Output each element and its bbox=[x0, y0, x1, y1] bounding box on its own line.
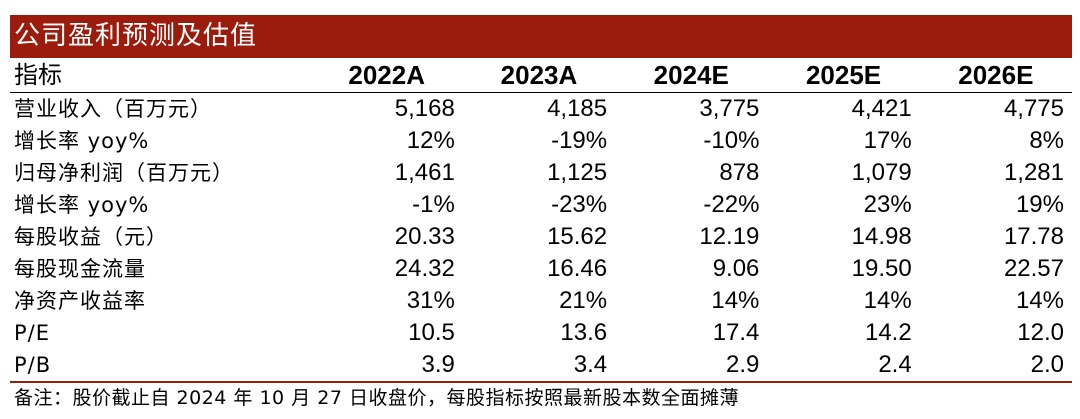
table-cell: 2.9 bbox=[615, 349, 768, 383]
table-cell: 20.33 bbox=[394, 223, 455, 250]
row-label: 增长率 yoy% bbox=[14, 129, 150, 153]
table-cell: 4,421 bbox=[851, 95, 912, 122]
header-row: 指标 2022A 2023A 2024E 2025E 2026E bbox=[10, 58, 1072, 93]
table-cell: 13.6 bbox=[560, 319, 608, 346]
table-cell: 19.50 bbox=[851, 255, 912, 282]
header-year: 2025E bbox=[767, 58, 920, 93]
forecast-table-block: 公司盈利预测及估值 指标 2022A 2023A 2024E 2025E 202… bbox=[10, 15, 1072, 413]
table-cell: 1,461 bbox=[394, 159, 455, 186]
table-cell: -1% bbox=[412, 191, 455, 218]
table-footnote: 备注：股价截止自 2024 年 10 月 27 日收盘价，每股指标按照最新股本数… bbox=[14, 387, 739, 409]
table-cell: 23% bbox=[863, 191, 912, 218]
table-cell: 14.98 bbox=[851, 223, 912, 250]
table-cell: 1,281 bbox=[1003, 159, 1064, 186]
table-cell: 3.9 bbox=[310, 349, 463, 383]
table-cell: 9.06 bbox=[712, 255, 760, 282]
table-cell: 16.46 bbox=[547, 255, 608, 282]
table-cell: 22.57 bbox=[1003, 255, 1064, 282]
row-label: P/B bbox=[10, 349, 311, 383]
table-cell: 12% bbox=[406, 127, 455, 154]
table-row: 归母净利润（百万元） 1,461 1,125 878 1,079 1,281 bbox=[10, 157, 1072, 189]
table-cell: 12.0 bbox=[1017, 319, 1064, 346]
header-year: 2026E bbox=[919, 58, 1072, 93]
table-cell: 2.4 bbox=[767, 349, 920, 383]
table-cell: 15.62 bbox=[547, 223, 608, 250]
table-cell: 19% bbox=[1015, 191, 1064, 218]
table-cell: 3,775 bbox=[699, 95, 760, 122]
row-label: 营业收入（百万元） bbox=[14, 97, 212, 121]
table-cell: 5,168 bbox=[394, 95, 455, 122]
table-title: 公司盈利预测及估值 bbox=[10, 15, 1072, 58]
table-cell: 4,185 bbox=[547, 95, 608, 122]
table-cell: 17% bbox=[863, 127, 912, 154]
table-cell: 24.32 bbox=[394, 255, 455, 282]
table-row: 增长率 yoy% 12% -19% -10% 17% 8% bbox=[10, 125, 1072, 157]
table-cell: 14% bbox=[711, 287, 760, 314]
table-cell: 2.0 bbox=[919, 349, 1072, 383]
row-label: 增长率 yoy% bbox=[14, 193, 150, 217]
table-cell: 14.2 bbox=[864, 319, 912, 346]
row-label: 归母净利润（百万元） bbox=[14, 161, 234, 185]
forecast-table: 指标 2022A 2023A 2024E 2025E 2026E 营业收入（百万… bbox=[10, 58, 1072, 383]
row-label: 净资产收益率 bbox=[14, 289, 146, 313]
header-year: 2024E bbox=[615, 58, 768, 93]
table-cell: 31% bbox=[406, 287, 455, 314]
table-cell: 17.4 bbox=[712, 319, 760, 346]
table-cell: 8% bbox=[1029, 127, 1064, 154]
table-cell: -22% bbox=[703, 191, 760, 218]
row-label: P/E bbox=[14, 321, 51, 345]
header-label: 指标 bbox=[10, 58, 311, 93]
header-year: 2023A bbox=[462, 58, 616, 93]
table-cell: 12.19 bbox=[699, 223, 760, 250]
table-cell: 14% bbox=[1015, 287, 1064, 314]
row-label: 每股收益（元） bbox=[14, 225, 168, 249]
table-row: 营业收入（百万元） 5,168 4,185 3,775 4,421 4,775 bbox=[10, 93, 1072, 126]
table-cell: -23% bbox=[551, 191, 608, 218]
table-row: P/B 3.9 3.4 2.9 2.4 2.0 bbox=[10, 349, 1072, 383]
table-cell: 10.5 bbox=[408, 319, 455, 346]
table-cell: 1,079 bbox=[851, 159, 912, 186]
table-cell: -10% bbox=[703, 127, 760, 154]
table-cell: 21% bbox=[559, 287, 608, 314]
table-row: 净资产收益率 31% 21% 14% 14% 14% bbox=[10, 285, 1072, 317]
table-cell: 3.4 bbox=[462, 349, 616, 383]
table-cell: 878 bbox=[719, 159, 760, 186]
table-row: P/E 10.5 13.6 17.4 14.2 12.0 bbox=[10, 317, 1072, 349]
header-year: 2022A bbox=[310, 58, 463, 93]
table-row: 每股收益（元） 20.33 15.62 12.19 14.98 17.78 bbox=[10, 221, 1072, 253]
row-label: 每股现金流量 bbox=[14, 257, 146, 281]
table-row: 增长率 yoy% -1% -23% -22% 23% 19% bbox=[10, 189, 1072, 221]
table-row: 每股现金流量 24.32 16.46 9.06 19.50 22.57 bbox=[10, 253, 1072, 285]
table-cell: -19% bbox=[551, 127, 608, 154]
table-cell: 4,775 bbox=[1003, 95, 1064, 122]
table-cell: 17.78 bbox=[1003, 223, 1064, 250]
table-cell: 1,125 bbox=[547, 159, 608, 186]
table-cell: 14% bbox=[863, 287, 912, 314]
